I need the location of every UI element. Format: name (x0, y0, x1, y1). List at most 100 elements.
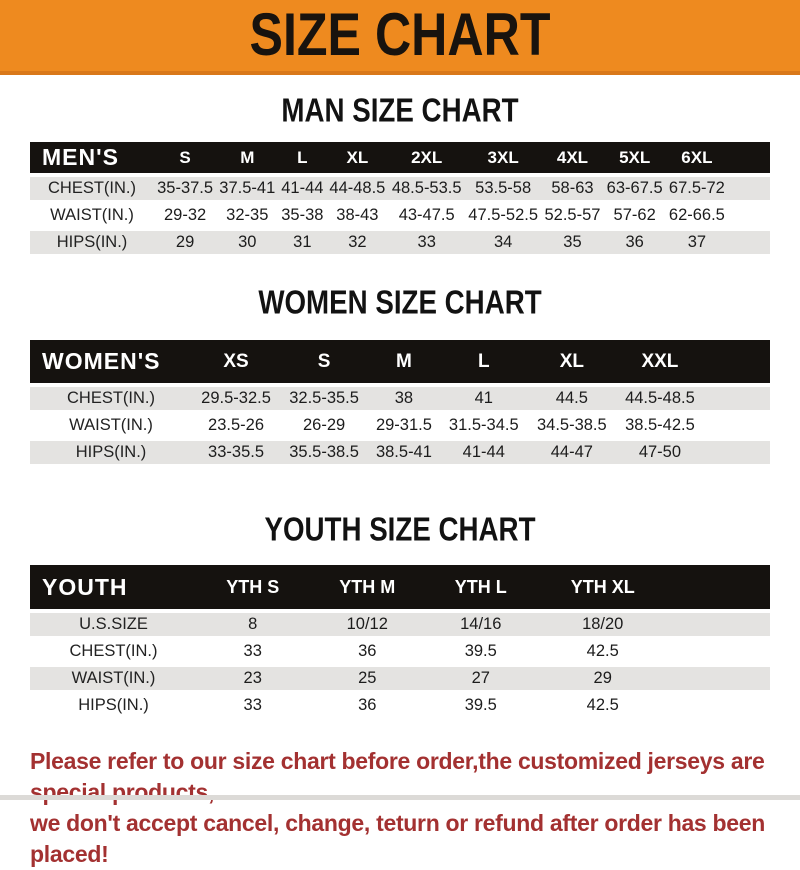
table-cell: 48.5-53.5 (388, 175, 465, 204)
table-cell: 36 (308, 692, 427, 721)
table-cell: 38.5-42.5 (615, 412, 704, 441)
table-cell-filler (728, 229, 770, 258)
table-cell: 30 (216, 229, 279, 258)
women-header-row: WOMEN'S XS S M L XL XXL (30, 340, 770, 387)
women-col-header: XL (527, 340, 616, 387)
table-cell: 41-44 (439, 439, 528, 468)
row-label: HIPS(IN.) (30, 439, 192, 468)
youth-hips-row: HIPS(IN.) 33 36 39.5 42.5 (30, 692, 770, 721)
table-cell: 29-31.5 (368, 412, 440, 441)
table-cell: 31 (278, 229, 327, 258)
table-cell-filler (704, 439, 770, 468)
table-cell: 38-43 (326, 202, 389, 231)
table-cell: 8 (197, 611, 309, 640)
men-col-header: 6XL (665, 142, 728, 177)
table-cell: 33 (197, 638, 309, 667)
table-cell-filler (670, 638, 770, 667)
table-cell: 67.5-72 (665, 175, 728, 204)
table-cell: 39.5 (426, 638, 536, 667)
women-col-header: M (368, 340, 440, 387)
table-cell: 29 (535, 665, 670, 694)
row-label: U.S.SIZE (30, 611, 197, 640)
row-label: CHEST(IN.) (30, 175, 154, 204)
table-cell: 37.5-41 (216, 175, 279, 204)
youth-size-table: YOUTH YTH S YTH M YTH L YTH XL U.S.SIZE … (30, 565, 770, 721)
men-hips-row: HIPS(IN.) 29 30 31 32 33 34 35 36 37 (30, 229, 770, 258)
table-cell: 32-35 (216, 202, 279, 231)
women-hips-row: HIPS(IN.) 33-35.5 35.5-38.5 38.5-41 41-4… (30, 439, 770, 468)
table-cell: 31.5-34.5 (439, 412, 528, 441)
women-col-header: XXL (615, 340, 704, 387)
row-label: CHEST(IN.) (30, 638, 197, 667)
men-col-header: 2XL (388, 142, 465, 177)
table-cell: 35-37.5 (154, 175, 217, 204)
table-cell: 32 (326, 229, 389, 258)
table-cell: 26-29 (280, 412, 369, 441)
table-cell-filler (728, 175, 770, 204)
men-section-title: MAN SIZE CHART (281, 90, 519, 129)
youth-col-header: YTH S (197, 565, 309, 613)
youth-header-label: YOUTH (30, 565, 197, 613)
youth-section-title: YOUTH SIZE CHART (264, 510, 536, 548)
table-cell: 39.5 (426, 692, 536, 721)
row-label: WAIST(IN.) (30, 202, 154, 231)
table-cell: 58-63 (541, 175, 604, 204)
table-cell: 18/20 (535, 611, 670, 640)
disclaimer-line-1: Please refer to our size chart before or… (30, 748, 765, 805)
table-cell-filler (670, 611, 770, 640)
table-cell-filler (728, 202, 770, 231)
youth-col-header: YTH M (308, 565, 427, 613)
table-cell: 36 (603, 229, 666, 258)
men-header-row: MEN'S S M L XL 2XL 3XL 4XL 5XL 6XL (30, 142, 770, 177)
table-cell: 38.5-41 (368, 439, 440, 468)
table-cell-filler (670, 665, 770, 694)
table-cell: 42.5 (535, 692, 670, 721)
table-cell: 41-44 (278, 175, 327, 204)
bottom-divider (0, 795, 800, 800)
table-cell-filler (704, 385, 770, 414)
table-cell: 23 (197, 665, 309, 694)
women-col-header: S (280, 340, 369, 387)
table-cell: 33 (388, 229, 465, 258)
women-size-table: WOMEN'S XS S M L XL XXL CHEST(IN.) 29.5-… (30, 340, 770, 468)
men-col-header: S (154, 142, 217, 177)
women-header-label: WOMEN'S (30, 340, 192, 387)
women-section-title: WOMEN SIZE CHART (258, 282, 542, 321)
table-cell: 27 (426, 665, 536, 694)
table-cell: 36 (308, 638, 427, 667)
table-cell: 29.5-32.5 (192, 385, 281, 414)
row-label: CHEST(IN.) (30, 385, 192, 414)
table-cell: 29-32 (154, 202, 217, 231)
men-size-table: MEN'S S M L XL 2XL 3XL 4XL 5XL 6XL CHEST… (30, 142, 770, 258)
youth-header-filler (670, 565, 770, 613)
men-col-header: XL (326, 142, 389, 177)
men-chest-row: CHEST(IN.) 35-37.5 37.5-41 41-44 44-48.5… (30, 175, 770, 204)
table-cell: 42.5 (535, 638, 670, 667)
table-cell: 44.5-48.5 (615, 385, 704, 414)
table-cell: 10/12 (308, 611, 427, 640)
table-cell: 62-66.5 (665, 202, 728, 231)
table-cell: 38 (368, 385, 440, 414)
table-cell: 32.5-35.5 (280, 385, 369, 414)
table-cell-filler (704, 412, 770, 441)
table-cell: 47-50 (615, 439, 704, 468)
table-cell: 63-67.5 (603, 175, 666, 204)
table-cell: 33 (197, 692, 309, 721)
table-cell: 35 (541, 229, 604, 258)
table-cell: 35.5-38.5 (280, 439, 369, 468)
row-label: WAIST(IN.) (30, 412, 192, 441)
table-cell: 44-48.5 (326, 175, 389, 204)
women-header-filler (704, 340, 770, 387)
table-cell: 34.5-38.5 (527, 412, 616, 441)
youth-ussize-row: U.S.SIZE 8 10/12 14/16 18/20 (30, 611, 770, 640)
table-cell: 43-47.5 (388, 202, 465, 231)
row-label: HIPS(IN.) (30, 229, 154, 258)
table-cell: 41 (439, 385, 528, 414)
row-label: HIPS(IN.) (30, 692, 197, 721)
size-chart-banner: SIZE CHART (0, 0, 800, 75)
men-col-header: L (278, 142, 327, 177)
row-label: WAIST(IN.) (30, 665, 197, 694)
disclaimer-line-2: we don't accept cancel, change, teturn o… (30, 810, 765, 867)
table-cell: 52.5-57 (541, 202, 604, 231)
table-cell: 14/16 (426, 611, 536, 640)
